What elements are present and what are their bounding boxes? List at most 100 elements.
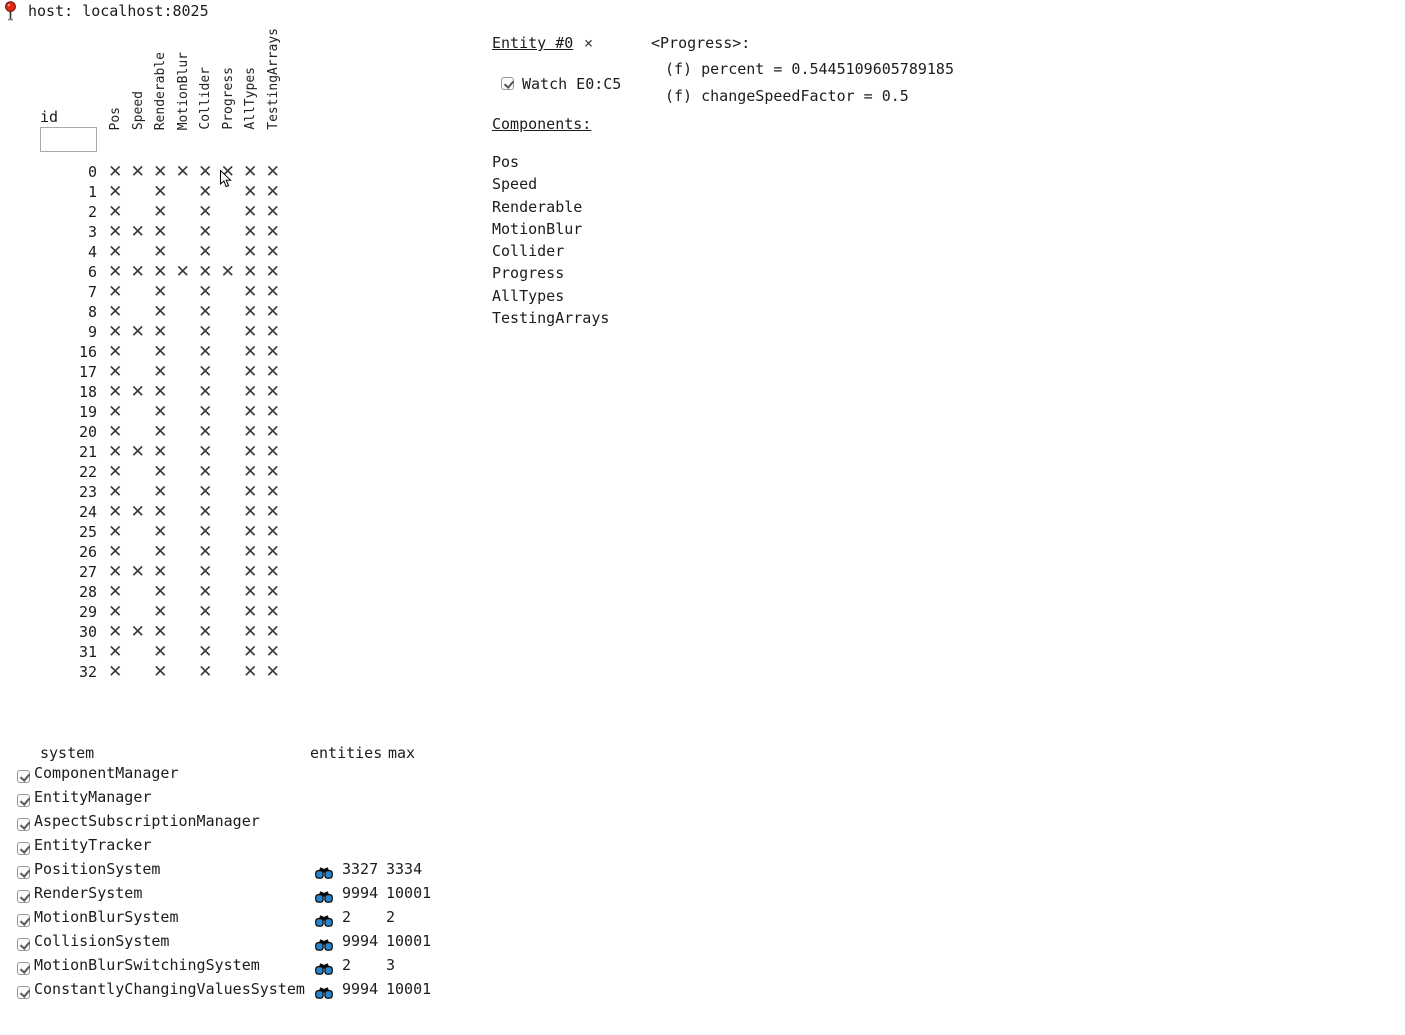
component-mark[interactable]: ✕ [265,222,280,242]
component-mark[interactable]: ✕ [153,582,168,602]
component-mark[interactable]: ✕ [153,642,168,662]
component-mark[interactable]: ✕ [130,562,145,582]
component-mark[interactable]: ✕ [265,602,280,622]
component-mark[interactable]: ✕ [198,442,213,462]
component-mark[interactable]: ✕ [198,622,213,642]
component-mark[interactable]: ✕ [198,522,213,542]
component-mark[interactable]: ✕ [153,482,168,502]
component-mark[interactable]: ✕ [243,202,258,222]
component-mark[interactable]: ✕ [153,342,168,362]
component-mark[interactable]: ✕ [198,222,213,242]
component-mark[interactable]: ✕ [130,502,145,522]
component-mark[interactable]: ✕ [243,482,258,502]
component-mark[interactable]: ✕ [198,422,213,442]
component-mark[interactable]: ✕ [108,542,123,562]
component-mark[interactable]: ✕ [243,342,258,362]
system-name[interactable]: PositionSystem [34,860,161,878]
component-mark[interactable]: ✕ [153,402,168,422]
component-mark[interactable]: ✕ [198,642,213,662]
component-mark[interactable]: ✕ [198,462,213,482]
component-mark[interactable]: ✕ [243,502,258,522]
component-mark[interactable]: ✕ [108,602,123,622]
component-mark[interactable]: ✕ [265,662,280,682]
component-mark[interactable]: ✕ [153,222,168,242]
entity-id[interactable]: 21 [78,443,97,461]
component-mark[interactable]: ✕ [153,442,168,462]
component-mark[interactable]: ✕ [108,662,123,682]
entity-id[interactable]: 26 [78,543,97,561]
component-mark[interactable]: ✕ [153,302,168,322]
component-mark[interactable]: ✕ [108,482,123,502]
system-name[interactable]: RenderSystem [34,884,143,902]
component-item-collider[interactable]: Collider [492,242,565,261]
component-mark[interactable]: ✕ [175,262,190,282]
component-mark[interactable]: ✕ [108,622,123,642]
entity-id[interactable]: 24 [78,503,97,521]
component-mark[interactable]: ✕ [108,202,123,222]
component-mark[interactable]: ✕ [243,402,258,422]
entity-id[interactable]: 18 [78,383,97,401]
component-item-pos[interactable]: Pos [492,153,520,171]
system-enabled-checkbox[interactable] [17,770,30,783]
entity-id[interactable]: 20 [78,423,97,441]
component-mark[interactable]: ✕ [265,162,280,182]
component-mark[interactable]: ✕ [265,322,280,342]
component-mark[interactable]: ✕ [130,382,145,402]
system-enabled-checkbox[interactable] [17,794,30,807]
entity-id[interactable]: 25 [78,523,97,541]
component-mark[interactable]: ✕ [198,382,213,402]
component-mark[interactable]: ✕ [265,302,280,322]
component-mark[interactable]: ✕ [198,342,213,362]
component-mark[interactable]: ✕ [108,502,123,522]
component-mark[interactable]: ✕ [153,382,168,402]
component-mark[interactable]: ✕ [243,522,258,542]
component-mark[interactable]: ✕ [153,462,168,482]
entity-id[interactable]: 28 [78,583,97,601]
component-mark[interactable]: ✕ [243,662,258,682]
component-mark[interactable]: ✕ [243,422,258,442]
entity-id[interactable]: 3 [87,223,97,241]
component-mark[interactable]: ✕ [108,582,123,602]
component-mark[interactable]: ✕ [198,242,213,262]
component-mark[interactable]: ✕ [153,622,168,642]
component-item-renderable[interactable]: Renderable [492,197,583,216]
system-enabled-checkbox[interactable] [17,842,30,855]
entity-id[interactable]: 17 [78,363,97,381]
entity-id[interactable]: 6 [87,263,97,281]
component-mark[interactable]: ✕ [265,422,280,442]
component-mark[interactable]: ✕ [108,222,123,242]
component-mark[interactable]: ✕ [108,382,123,402]
component-mark[interactable]: ✕ [153,242,168,262]
component-mark[interactable]: ✕ [243,602,258,622]
system-name[interactable]: ComponentManager [34,764,179,782]
component-mark[interactable]: ✕ [265,542,280,562]
system-name[interactable]: MotionBlurSwitchingSystem [34,956,260,974]
component-mark[interactable]: ✕ [108,402,123,422]
component-mark[interactable]: ✕ [153,162,168,182]
component-mark[interactable]: ✕ [265,242,280,262]
component-item-alltypes[interactable]: AllTypes [492,286,565,305]
entity-id[interactable]: 16 [78,343,97,361]
binoculars-icon[interactable] [315,938,333,951]
entity-id[interactable]: 22 [78,463,97,481]
system-enabled-checkbox[interactable] [17,890,30,903]
component-mark[interactable]: ✕ [220,262,235,282]
component-mark[interactable]: ✕ [130,162,145,182]
component-mark[interactable]: ✕ [243,642,258,662]
entity-id[interactable]: 30 [78,623,97,641]
component-mark[interactable]: ✕ [198,542,213,562]
component-mark[interactable]: ✕ [243,362,258,382]
component-mark[interactable]: ✕ [108,162,123,182]
component-mark[interactable]: ✕ [198,262,213,282]
component-mark[interactable]: ✕ [265,502,280,522]
component-mark[interactable]: ✕ [108,462,123,482]
component-mark[interactable]: ✕ [265,382,280,402]
system-enabled-checkbox[interactable] [17,914,30,927]
component-mark[interactable]: ✕ [198,282,213,302]
binoculars-icon[interactable] [315,962,333,975]
component-mark[interactable]: ✕ [265,562,280,582]
entity-id[interactable]: 4 [87,243,97,261]
component-mark[interactable]: ✕ [153,202,168,222]
component-mark[interactable]: ✕ [243,282,258,302]
component-mark[interactable]: ✕ [198,202,213,222]
